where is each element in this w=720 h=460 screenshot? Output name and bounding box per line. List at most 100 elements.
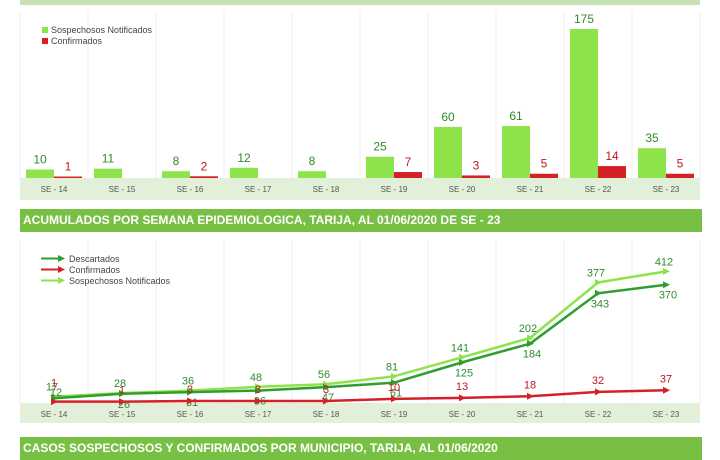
marker-descartados <box>119 390 126 398</box>
marker-confirmados <box>663 386 670 394</box>
data-label-descartados: 343 <box>591 298 609 310</box>
section-banner-acumulados: ACUMULADOS POR SEMANA EPIDEMIOLOGICA, TA… <box>20 209 702 232</box>
marker-confirmados <box>255 397 262 405</box>
x-tick-label: SE - 18 <box>313 185 340 194</box>
data-label-sospechosos: 11 <box>102 152 115 166</box>
x-axis-band <box>20 178 700 200</box>
data-label-sospechosos: 56 <box>318 369 330 381</box>
marker-descartados <box>527 340 534 348</box>
section-banner-municipio: CASOS SOSPECHOSOS Y CONFIRMADOS POR MUNI… <box>20 437 702 460</box>
data-label-confirmados: 5 <box>677 157 684 171</box>
bar-confirmados <box>462 175 490 178</box>
data-label-confirmados: 18 <box>524 379 536 391</box>
data-label-confirmados: 3 <box>255 384 261 396</box>
x-tick-label: SE - 23 <box>653 185 680 194</box>
data-label-sospechosos: 17 <box>46 382 58 394</box>
data-label-confirmados: 3 <box>473 158 480 172</box>
bar-sospechosos <box>162 171 190 178</box>
legend-arrow-sospechosos <box>41 277 65 284</box>
data-label-sospechosos: 48 <box>250 372 262 384</box>
data-label-descartados: 370 <box>659 290 677 302</box>
data-label-confirmados: 3 <box>187 384 193 396</box>
data-label-sospechosos: 28 <box>114 378 126 390</box>
data-label-confirmados: 1 <box>65 160 72 174</box>
x-axis-band <box>20 403 700 423</box>
legend-label-confirmados: Confirmados <box>51 35 103 46</box>
marker-sospechosos <box>527 334 534 342</box>
data-label-sospechosos: 61 <box>509 109 523 123</box>
x-tick-label: SE - 16 <box>177 185 204 194</box>
marker-sospechosos <box>391 372 398 380</box>
data-label-sospechosos: 377 <box>587 267 605 279</box>
bar-confirmados <box>394 172 422 178</box>
x-tick-label: SE - 16 <box>177 410 204 419</box>
legend-swatch-sospechosos <box>42 26 48 33</box>
line-confirmados <box>54 389 667 403</box>
bar-sospechosos <box>230 167 258 178</box>
data-label-confirmados: 5 <box>541 157 548 171</box>
data-label-sospechosos: 81 <box>386 361 398 373</box>
x-tick-label: SE - 15 <box>109 185 136 194</box>
data-label-confirmados: 1 <box>119 385 125 397</box>
legend-item-confirmados-line: Confirmados <box>40 264 170 275</box>
marker-confirmados <box>459 394 466 402</box>
data-label-sospechosos: 8 <box>173 154 180 168</box>
data-label-descartados: 12 <box>50 387 62 399</box>
weekly-bar-chart: SE - 14 SE - 15 SE - 16 SE - 17 SE - 18 SE - … <box>19 12 701 200</box>
data-label-confirmados: 7 <box>405 155 412 169</box>
bar-sospechosos <box>434 126 462 178</box>
data-label-sospechosos: 8 <box>309 154 316 168</box>
marker-confirmados <box>391 395 398 403</box>
x-tick-label: SE - 15 <box>109 410 136 419</box>
data-label-sospechosos: 36 <box>182 376 194 388</box>
data-label-sospechosos: 412 <box>655 256 673 268</box>
x-tick-label: SE - 23 <box>653 410 680 419</box>
x-tick-label: SE - 17 <box>245 185 272 194</box>
marker-descartados <box>187 388 194 396</box>
bar-confirmados <box>54 176 82 178</box>
legend-item-descartados: Descartados <box>40 253 170 264</box>
data-label-sospechosos: 202 <box>519 323 537 335</box>
legend-label-sospechosos-line: Sospechosos Notificados <box>69 275 171 286</box>
data-label-confirmados: 1 <box>51 378 57 390</box>
data-label-sospechosos: 60 <box>441 110 455 124</box>
bar-confirmados <box>530 173 558 178</box>
x-tick-label: SE - 17 <box>245 410 272 419</box>
x-tick-label: SE - 19 <box>381 410 408 419</box>
legend-arrow-descartados <box>41 255 65 262</box>
bar-sospechosos <box>638 148 666 178</box>
top-border-line <box>20 0 700 5</box>
cumulative-line-chart: SE - 14 SE - 15 SE - 16 SE - 17 SE - 18 SE - … <box>19 240 701 423</box>
bar-sospechosos <box>570 29 598 178</box>
legend-item-sospechosos-line: Sospechosos Notificados <box>40 275 170 286</box>
legend-item-confirmados: Confirmados <box>42 35 152 46</box>
x-tick-label: SE - 22 <box>585 185 612 194</box>
marker-confirmados <box>595 388 602 396</box>
data-label-confirmados: 32 <box>592 375 604 387</box>
x-tick-label: SE - 14 <box>41 185 68 194</box>
bar-confirmados <box>190 176 218 178</box>
marker-confirmados <box>51 398 58 406</box>
legend-item-sospechosos: Sospechosos Notificados <box>42 24 152 35</box>
x-tick-label: SE - 21 <box>517 410 544 419</box>
marker-descartados <box>255 387 262 395</box>
data-label-confirmados: 10 <box>388 382 400 394</box>
marker-confirmados <box>323 397 330 405</box>
bar-sospechosos <box>298 171 326 178</box>
marker-descartados <box>323 383 330 391</box>
marker-descartados <box>459 358 466 366</box>
bar-sospechosos <box>366 156 394 178</box>
x-tick-label: SE - 20 <box>449 410 476 419</box>
marker-confirmados <box>187 397 194 405</box>
data-label-confirmados: 13 <box>456 381 468 393</box>
bar-sospechosos <box>94 168 122 178</box>
x-tick-label: SE - 21 <box>517 185 544 194</box>
data-label-confirmados: 37 <box>660 373 672 385</box>
legend-label-sospechosos: Sospechosos Notificados <box>51 24 153 35</box>
x-tick-label: SE - 18 <box>313 410 340 419</box>
bar-confirmados <box>598 166 626 178</box>
marker-sospechosos <box>595 278 602 286</box>
bar-sospechosos <box>502 126 530 178</box>
marker-descartados <box>595 289 602 297</box>
legend-swatch-confirmados <box>42 37 48 44</box>
